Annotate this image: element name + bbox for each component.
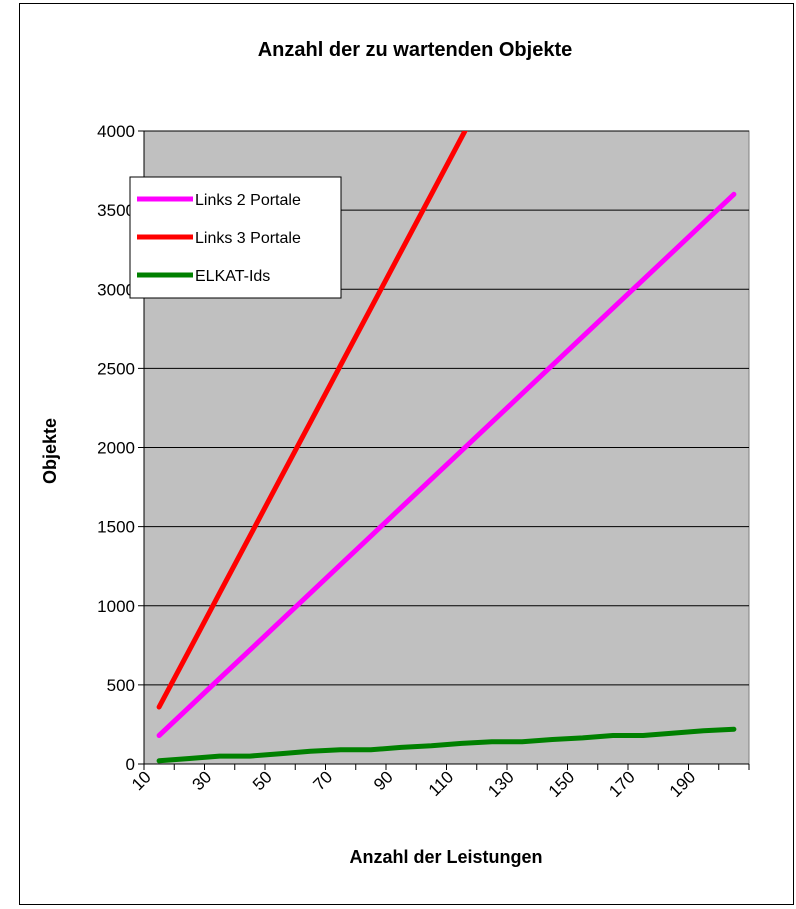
- y-tick-label: 3500: [97, 201, 135, 220]
- x-tick-label: 150: [545, 767, 578, 800]
- y-tick-label: 3000: [97, 280, 135, 299]
- x-tick-label: 170: [605, 767, 638, 800]
- legend-label: Links 3 Portale: [195, 230, 301, 247]
- series-line-2: [156, 131, 468, 710]
- y-axis-title: Objekte: [40, 418, 60, 484]
- series-line-1: [156, 191, 737, 738]
- series-line-3: [156, 726, 737, 764]
- y-tick-label: 2000: [97, 439, 135, 458]
- legend-label: ELKAT-Ids: [195, 268, 270, 285]
- y-tick-label: 2500: [97, 359, 135, 378]
- x-tick-label: 70: [310, 767, 337, 794]
- chart-title: Anzahl der zu wartenden Objekte: [258, 39, 573, 61]
- y-tick-label: 4000: [97, 122, 135, 141]
- x-tick-label: 130: [484, 767, 517, 800]
- x-axis-title: Anzahl der Leistungen: [349, 847, 542, 867]
- x-tick-label: 190: [666, 767, 699, 800]
- x-tick-labels: 10 30 50 70 90 110 130 150 170 190: [128, 767, 699, 800]
- x-tick-label: 90: [370, 767, 397, 794]
- series-layer: [156, 131, 737, 764]
- legend-label: Links 2 Portale: [195, 192, 301, 209]
- y-tick-labels: 0 500 1000 1500 2000 2500 3000 3500 4000: [97, 122, 135, 774]
- y-tick-label: 1500: [97, 518, 135, 537]
- y-tick-label: 1000: [97, 597, 135, 616]
- x-tick-label: 30: [189, 767, 216, 794]
- y-tick-label: 500: [107, 676, 135, 695]
- y-tick-label: 0: [126, 755, 135, 774]
- x-tick-label: 110: [425, 767, 458, 800]
- x-tick-label: 50: [249, 767, 276, 794]
- legend: Links 2 Portale Links 3 Portale ELKAT-Ids: [129, 176, 342, 299]
